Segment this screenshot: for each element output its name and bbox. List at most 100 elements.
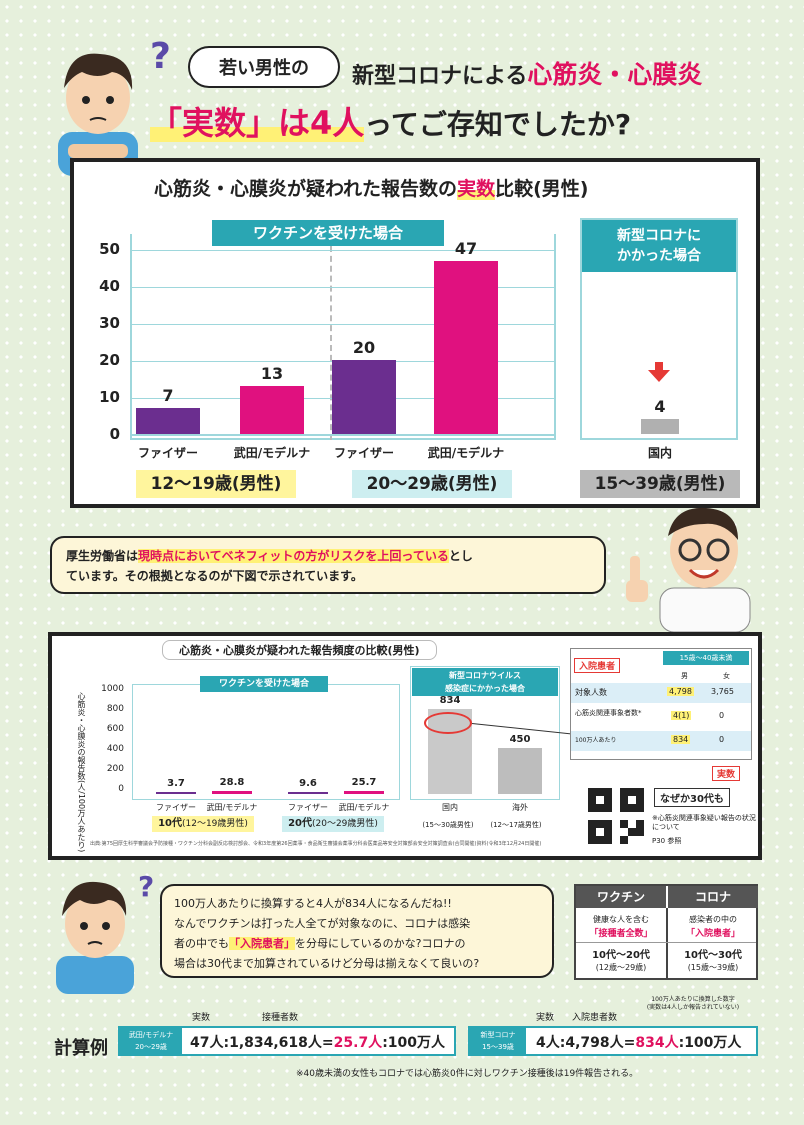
chart1-bar bbox=[332, 360, 396, 434]
chart1-xlabel: 武田/モデルナ bbox=[427, 446, 505, 460]
chart2-bar bbox=[156, 792, 196, 794]
chart2-covid-label-2: 感染症にかかった場合 bbox=[445, 684, 525, 693]
why30-tag: なぜか30代も bbox=[654, 788, 730, 807]
compare-cov-age-sub: (15歳〜39歳) bbox=[687, 963, 739, 972]
chart1-title-hl: 実数 bbox=[457, 178, 496, 200]
table-row-f: 0 bbox=[719, 711, 725, 720]
compare-row-divider bbox=[576, 942, 756, 943]
calc-right-expr: 4人:4,798人=834人:100万人 bbox=[536, 1032, 741, 1052]
doctor-line1-hl: 現時点においてベネフィットの方がリスクを上回っている bbox=[138, 549, 449, 563]
chart1-vaccine-frame bbox=[130, 234, 556, 440]
gridline bbox=[130, 324, 556, 325]
table-row bbox=[571, 731, 751, 751]
chart2-tick: 400 bbox=[106, 744, 124, 754]
chart2-tick: 600 bbox=[106, 724, 124, 734]
chart2-intl-sub: (12〜17歳男性) bbox=[490, 821, 542, 829]
chart1-panel: 心筋炎・心膜炎が疑われた報告数の実数比較(男性) ワクチンを受けた場合 新型コロ… bbox=[70, 158, 760, 508]
calc-label: 計算例 bbox=[54, 1038, 108, 1059]
qr-page: P30 参照 bbox=[652, 837, 682, 845]
table-row-m: 4,798 bbox=[667, 687, 694, 696]
chart2-age2-sub: (20〜29歳男性) bbox=[311, 819, 378, 829]
chart2-bar bbox=[498, 748, 542, 794]
chart2-value-label: 834 bbox=[439, 694, 461, 706]
chart2-tick: 1000 bbox=[101, 684, 124, 694]
compare-cov-age: 10代〜30代 bbox=[684, 950, 742, 961]
doctor-speech: 厚生労働省は現時点においてベネフィットの方がリスクを上回っているとし ています。… bbox=[50, 536, 606, 594]
chart2-panel: 心筋炎・心膜炎が疑われた報告頻度の比較(男性) 心筋炎・心膜炎の報告数(人/10… bbox=[48, 632, 762, 860]
gridline bbox=[130, 250, 556, 251]
chart2-age-1: 10代(12〜19歳男性) bbox=[152, 816, 254, 832]
table-row-m: 4(1) bbox=[671, 711, 692, 720]
chart2-age-2: 20代(20〜29歳男性) bbox=[282, 816, 384, 832]
chart1-title: 心筋炎・心膜炎が疑われた報告数の実数比較(男性) bbox=[154, 174, 588, 201]
chart1-age-1: 12〜19歳(男性) bbox=[136, 470, 296, 498]
chart2-ylabel: 心筋炎・心膜炎の報告数(人/100万人あたり) bbox=[77, 692, 86, 853]
chart2-tick: 0 bbox=[118, 784, 124, 794]
calc-left-h1: 実数 bbox=[192, 1013, 211, 1023]
doctor-speech-line2: ています。その根拠となるのが下図で示されています。 bbox=[66, 569, 363, 583]
chart2-covid-frame bbox=[410, 666, 560, 800]
chart1-covid-label-2: かかった場合 bbox=[617, 248, 701, 264]
qr-code-icon bbox=[588, 788, 644, 844]
calc-left-expr-a: 47人:1,834,618人= bbox=[190, 1035, 334, 1051]
table-col-m: 男 bbox=[681, 672, 688, 680]
calc-left-tag-1: 武田/モデルナ bbox=[128, 1031, 174, 1039]
highlight-circle bbox=[424, 712, 472, 734]
chart1-tick: 10 bbox=[99, 388, 120, 406]
chart2-age2: 20代 bbox=[288, 818, 312, 829]
table-row-label: 心筋炎関連事象者数* bbox=[575, 709, 642, 717]
calc-left-box: 武田/モデルナ 20〜29歳 47人:1,834,618人=25.7人:100万… bbox=[118, 1026, 456, 1056]
chart1-tick: 20 bbox=[99, 351, 120, 369]
header-line2-bracket: 「実数」は4人 bbox=[150, 104, 365, 142]
compare-vac-age-sub: (12歳〜29歳) bbox=[595, 963, 647, 972]
chart1-xlabel: 武田/モデルナ bbox=[233, 446, 311, 460]
chart2-title: 心筋炎・心膜炎が疑われた報告頻度の比較(男性) bbox=[162, 640, 437, 660]
calc-right-tag-1: 新型コロナ bbox=[480, 1031, 516, 1039]
compare-cov-2: 「入院患者」 bbox=[685, 929, 740, 939]
chart1-value-label: 20 bbox=[352, 338, 376, 358]
chart2-age1: 10代 bbox=[158, 818, 182, 829]
chart1-bar bbox=[434, 261, 498, 434]
chart2-dom-sub: (15〜30歳男性) bbox=[422, 821, 474, 829]
calc-right-box: 新型コロナ 15〜39歳 4人:4,798人=834人:100万人 bbox=[468, 1026, 758, 1056]
young-line3-b: を分母にしているのかな?コロナの bbox=[295, 937, 466, 950]
header-line2: 「実数」は4人ってご存知でしたか? bbox=[150, 98, 631, 144]
doctor-line1-b: とし bbox=[448, 549, 473, 563]
calc-left-expr-hl: 25.7人 bbox=[333, 1035, 383, 1051]
chart2-value-label: 28.8 bbox=[219, 777, 245, 789]
chart2-covid-label-1: 新型コロナウイルス bbox=[449, 671, 521, 680]
actual-tag: 実数 bbox=[712, 766, 741, 781]
qr-note: ※心筋炎関連事象疑い報告の状況について bbox=[652, 814, 756, 831]
chart2-bar bbox=[344, 791, 384, 794]
chart2-xlabel: ファイザー bbox=[288, 803, 328, 812]
chart2-tick: 800 bbox=[106, 704, 124, 714]
doctor-line1-a: 厚生労働省は bbox=[66, 549, 139, 563]
chart2-source: 出典:第75回厚生科学審議会予防接種・ワクチン分科会副反応検討部会、令和3年度第… bbox=[90, 841, 542, 847]
header-line1: 新型コロナによる心筋炎・心膜炎 bbox=[352, 55, 702, 91]
calc-right-h2: 入院患者数 bbox=[572, 1013, 618, 1023]
chart1-tick: 0 bbox=[109, 425, 120, 443]
baseline bbox=[130, 434, 556, 436]
chart1-tick: 50 bbox=[99, 240, 120, 258]
table-row-label: 100万人あたり bbox=[575, 737, 617, 744]
chart2-tick: 200 bbox=[106, 764, 124, 774]
young-line3-hl: 「入院患者」 bbox=[229, 937, 295, 950]
chart1-bar bbox=[240, 386, 304, 434]
chart2-value-label: 450 bbox=[509, 734, 531, 746]
chart2-xlabel: ファイザー bbox=[156, 803, 196, 812]
question-mark-icon: ? bbox=[150, 36, 171, 77]
chart1-vaccine-label: ワクチンを受けた場合 bbox=[212, 220, 444, 246]
chart2-xlabel: 武田/モデルナ bbox=[206, 803, 258, 812]
table-title: 15歳〜40歳未満 bbox=[663, 651, 749, 665]
chart1-age-3: 15〜39歳(男性) bbox=[580, 470, 740, 498]
calc-left-h2: 接種者数 bbox=[262, 1013, 299, 1023]
calc-footnote: ※40歳未満の女性もコロナでは心筋炎0件に対しワクチン接種後は19件報告される。 bbox=[296, 1069, 639, 1079]
chart1-tick: 40 bbox=[99, 277, 120, 295]
calc-left-tag: 武田/モデルナ 20〜29歳 bbox=[120, 1028, 182, 1054]
calc-right-expr-hl: 834人 bbox=[635, 1035, 679, 1051]
calc-left-expr-b: :100万人 bbox=[382, 1035, 446, 1051]
young-man-thinking-illustration bbox=[56, 881, 134, 994]
table-row-label: 対象人数 bbox=[575, 688, 607, 697]
header-line1-a: 新型コロナによる bbox=[352, 64, 528, 89]
chart1-covid-frame bbox=[580, 218, 738, 440]
